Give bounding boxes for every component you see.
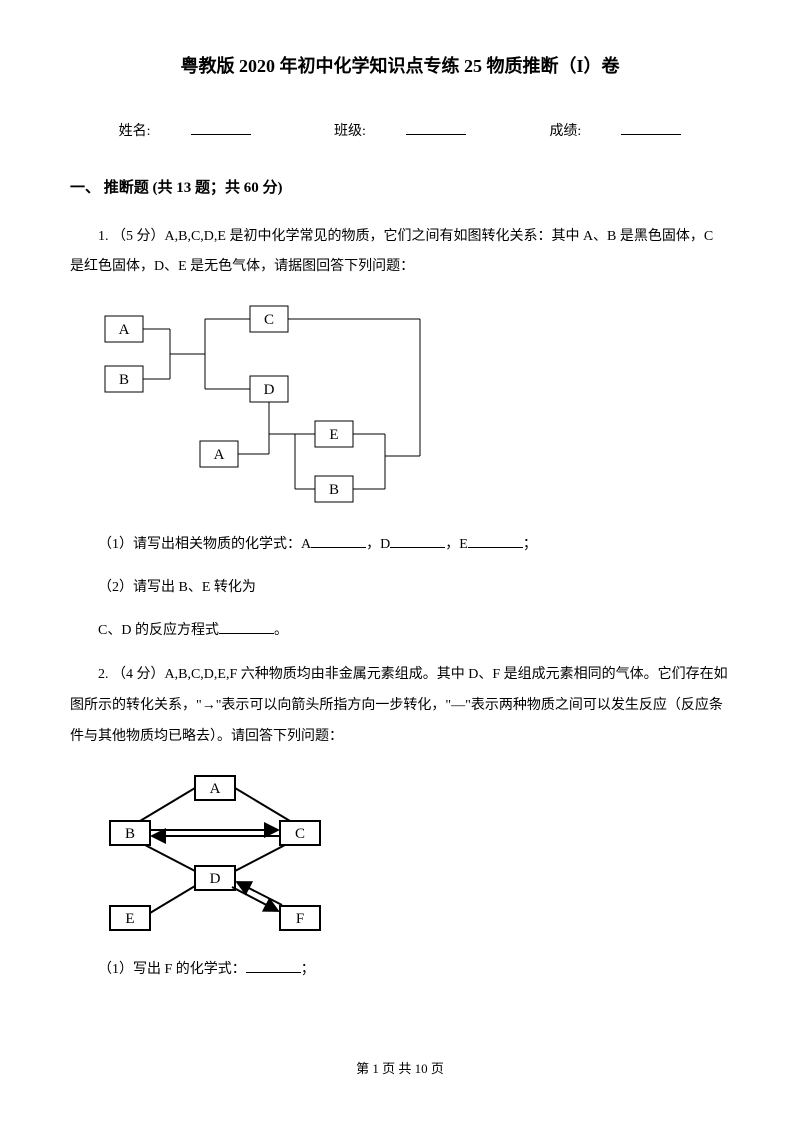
diagram-1-container: A B C D A E B <box>100 301 730 511</box>
question-2-intro: 2. （4 分）A,B,C,D,E,F 六种物质均由非金属元素组成。其中 D、F… <box>70 660 730 752</box>
svg-text:C: C <box>264 312 274 328</box>
question-2-sub1: （1）写出 F 的化学式： ； <box>70 956 730 984</box>
svg-text:F: F <box>296 911 304 927</box>
q2-sub1-end: ； <box>301 962 315 977</box>
question-1-sub2: （2）请写出 B、E 转化为 <box>70 574 730 602</box>
diagram-2: A B C D E F <box>100 771 330 936</box>
score-field: 成绩: <box>529 124 701 139</box>
section-header: 一、 推断题 (共 13 题；共 60 分) <box>70 175 730 202</box>
q1-sub1-d: ，D <box>366 537 390 552</box>
name-field: 姓名: <box>99 124 271 139</box>
class-field: 班级: <box>314 124 486 139</box>
class-label: 班级: <box>334 124 366 139</box>
svg-text:B: B <box>125 826 135 842</box>
svg-text:D: D <box>264 382 275 398</box>
student-info-line: 姓名: 班级: 成绩: <box>70 117 730 144</box>
score-blank <box>621 117 681 135</box>
diagram-1: A B C D A E B <box>100 301 440 511</box>
q1-sub3-end: 。 <box>274 623 288 638</box>
blank-eq <box>219 618 274 634</box>
svg-text:A: A <box>119 322 130 338</box>
svg-text:B: B <box>119 372 129 388</box>
page-title: 粤教版 2020 年初中化学知识点专练 25 物质推断（I）卷 <box>70 50 730 82</box>
svg-text:E: E <box>125 911 134 927</box>
svg-text:E: E <box>329 427 338 443</box>
q1-sub1-e: ，E <box>445 537 468 552</box>
svg-text:C: C <box>295 826 305 842</box>
question-1-sub1: （1）请写出相关物质的化学式：A ，D ，E ； <box>70 531 730 559</box>
name-label: 姓名: <box>119 124 151 139</box>
page-footer: 第 1 页 共 10 页 <box>70 1057 730 1080</box>
q1-sub1-end: ； <box>523 537 537 552</box>
q1-sub3-prefix: C、D 的反应方程式 <box>98 623 219 638</box>
svg-text:A: A <box>210 781 221 797</box>
q1-sub1-prefix: （1）请写出相关物质的化学式：A <box>98 537 311 552</box>
question-1-sub3: C、D 的反应方程式 。 <box>70 617 730 645</box>
name-blank <box>191 117 251 135</box>
q2-sub1-prefix: （1）写出 F 的化学式： <box>98 962 246 977</box>
svg-text:D: D <box>210 871 221 887</box>
diagram-2-container: A B C D E F <box>100 771 730 936</box>
blank-e <box>468 532 523 548</box>
score-label: 成绩: <box>549 124 581 139</box>
class-blank <box>406 117 466 135</box>
svg-text:A: A <box>214 447 225 463</box>
blank-d <box>390 532 445 548</box>
svg-text:B: B <box>329 482 339 498</box>
question-1-intro: 1. （5 分）A,B,C,D,E 是初中化学常见的物质，它们之间有如图转化关系… <box>70 222 730 284</box>
blank-f <box>246 957 301 973</box>
blank-a <box>311 532 366 548</box>
